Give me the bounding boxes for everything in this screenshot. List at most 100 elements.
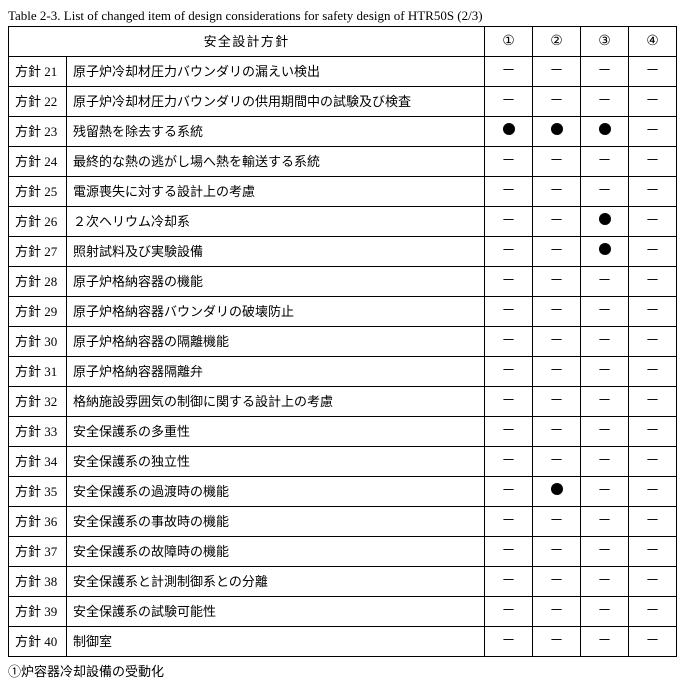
row-desc: 原子炉冷却材圧力バウンダリの漏えい検出 — [67, 57, 485, 87]
row-id: 方針 30 — [9, 327, 67, 357]
footnote: ①炉容器冷却設備の受動化 — [8, 661, 677, 680]
row-mark — [581, 117, 629, 147]
row-mark: － — [629, 357, 677, 387]
table-row: 方針 28原子炉格納容器の機能－－－－ — [9, 267, 677, 297]
row-mark: － — [485, 477, 533, 507]
row-desc: 格納施設雰囲気の制御に関する設計上の考慮 — [67, 387, 485, 417]
table-caption: Table 2-3. List of changed item of desig… — [8, 8, 677, 24]
row-id: 方針 35 — [9, 477, 67, 507]
dot-icon — [599, 123, 611, 135]
row-mark — [485, 117, 533, 147]
design-policy-table: 安全設計方針 ① ② ③ ④ 方針 21原子炉冷却材圧力バウンダリの漏えい検出－… — [8, 26, 677, 657]
row-mark: － — [533, 297, 581, 327]
row-desc: 制御室 — [67, 627, 485, 657]
row-mark: － — [485, 357, 533, 387]
header-col-3: ③ — [581, 27, 629, 57]
row-mark: － — [485, 87, 533, 117]
row-mark: － — [581, 297, 629, 327]
row-mark: － — [581, 567, 629, 597]
row-mark: － — [533, 57, 581, 87]
row-mark: － — [485, 447, 533, 477]
row-mark: － — [629, 327, 677, 357]
row-id: 方針 39 — [9, 597, 67, 627]
row-mark: － — [533, 597, 581, 627]
row-mark: － — [629, 627, 677, 657]
row-mark: － — [629, 507, 677, 537]
row-mark: － — [629, 57, 677, 87]
table-row: 方針 25電源喪失に対する設計上の考慮－－－－ — [9, 177, 677, 207]
row-mark: － — [629, 237, 677, 267]
table-row: 方針 33安全保護系の多重性－－－－ — [9, 417, 677, 447]
row-mark: － — [629, 297, 677, 327]
row-desc: 安全保護系の試験可能性 — [67, 597, 485, 627]
row-mark: － — [533, 267, 581, 297]
row-mark: － — [485, 537, 533, 567]
row-mark: － — [533, 537, 581, 567]
row-id: 方針 21 — [9, 57, 67, 87]
row-desc: 原子炉格納容器バウンダリの破壊防止 — [67, 297, 485, 327]
row-mark: － — [581, 57, 629, 87]
row-mark: － — [629, 417, 677, 447]
row-mark: － — [581, 387, 629, 417]
table-row: 方針 39安全保護系の試験可能性－－－－ — [9, 597, 677, 627]
row-mark: － — [533, 417, 581, 447]
row-mark: － — [629, 567, 677, 597]
row-mark: － — [485, 267, 533, 297]
row-id: 方針 22 — [9, 87, 67, 117]
row-mark: － — [485, 297, 533, 327]
row-mark: － — [533, 87, 581, 117]
row-desc: 原子炉冷却材圧力バウンダリの供用期間中の試験及び検査 — [67, 87, 485, 117]
row-id: 方針 26 — [9, 207, 67, 237]
table-row: 方針 26２次ヘリウム冷却系－－－ — [9, 207, 677, 237]
row-desc: 安全保護系の過渡時の機能 — [67, 477, 485, 507]
row-desc: 残留熱を除去する系統 — [67, 117, 485, 147]
row-id: 方針 23 — [9, 117, 67, 147]
row-id: 方針 29 — [9, 297, 67, 327]
row-mark: － — [629, 117, 677, 147]
row-mark — [581, 207, 629, 237]
row-mark: － — [581, 417, 629, 447]
row-id: 方針 40 — [9, 627, 67, 657]
row-desc: 照射試料及び実験設備 — [67, 237, 485, 267]
row-mark: － — [485, 387, 533, 417]
row-mark — [581, 237, 629, 267]
row-mark: － — [581, 597, 629, 627]
row-mark: － — [629, 537, 677, 567]
dot-icon — [551, 483, 563, 495]
row-mark: － — [533, 207, 581, 237]
row-mark: － — [629, 207, 677, 237]
row-mark: － — [581, 447, 629, 477]
row-desc: 安全保護系と計測制御系との分離 — [67, 567, 485, 597]
dot-icon — [599, 243, 611, 255]
row-mark: － — [533, 567, 581, 597]
table-row: 方針 31原子炉格納容器隔離弁－－－－ — [9, 357, 677, 387]
row-mark: － — [629, 477, 677, 507]
table-row: 方針 29原子炉格納容器バウンダリの破壊防止－－－－ — [9, 297, 677, 327]
row-id: 方針 24 — [9, 147, 67, 177]
row-mark: － — [581, 477, 629, 507]
row-mark: － — [533, 507, 581, 537]
row-id: 方針 31 — [9, 357, 67, 387]
table-row: 方針 36安全保護系の事故時の機能－－－－ — [9, 507, 677, 537]
row-mark: － — [485, 417, 533, 447]
row-desc: 原子炉格納容器の機能 — [67, 267, 485, 297]
table-row: 方針 24最終的な熱の逃がし場へ熱を輸送する系統－－－－ — [9, 147, 677, 177]
row-mark: － — [629, 447, 677, 477]
row-mark: － — [533, 177, 581, 207]
row-mark: － — [629, 147, 677, 177]
row-id: 方針 25 — [9, 177, 67, 207]
row-mark: － — [629, 387, 677, 417]
dot-icon — [503, 123, 515, 135]
row-mark: － — [533, 327, 581, 357]
table-row: 方針 32格納施設雰囲気の制御に関する設計上の考慮－－－－ — [9, 387, 677, 417]
table-row: 方針 22原子炉冷却材圧力バウンダリの供用期間中の試験及び検査－－－－ — [9, 87, 677, 117]
header-policy-label: 安全設計方針 — [9, 27, 485, 57]
row-mark: － — [485, 237, 533, 267]
row-mark: － — [485, 177, 533, 207]
row-desc: 最終的な熱の逃がし場へ熱を輸送する系統 — [67, 147, 485, 177]
row-desc: 安全保護系の独立性 — [67, 447, 485, 477]
row-mark: － — [485, 627, 533, 657]
table-row: 方針 38安全保護系と計測制御系との分離－－－－ — [9, 567, 677, 597]
row-desc: 安全保護系の事故時の機能 — [67, 507, 485, 537]
row-mark: － — [581, 537, 629, 567]
